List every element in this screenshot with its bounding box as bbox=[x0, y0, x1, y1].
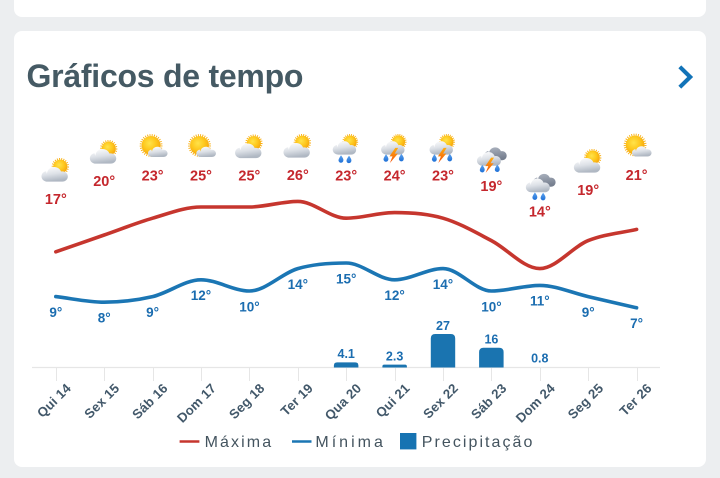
svg-text:14°: 14° bbox=[288, 277, 308, 292]
svg-text:14°: 14° bbox=[433, 277, 453, 292]
svg-text:Qui 21: Qui 21 bbox=[373, 381, 413, 421]
svg-text:Máxima: Máxima bbox=[205, 434, 274, 451]
svg-text:14°: 14° bbox=[529, 205, 551, 221]
svg-text:9°: 9° bbox=[582, 305, 595, 320]
svg-text:19°: 19° bbox=[480, 179, 502, 195]
svg-text:7°: 7° bbox=[630, 316, 643, 331]
svg-text:26°: 26° bbox=[287, 168, 309, 184]
svg-text:21°: 21° bbox=[626, 168, 648, 184]
svg-text:27: 27 bbox=[436, 319, 450, 333]
svg-text:25°: 25° bbox=[190, 169, 212, 185]
svg-text:Qua 20: Qua 20 bbox=[322, 381, 365, 424]
svg-text:Seg 25: Seg 25 bbox=[565, 381, 607, 423]
svg-text:12°: 12° bbox=[191, 288, 211, 303]
svg-text:23°: 23° bbox=[432, 169, 454, 185]
svg-text:19°: 19° bbox=[577, 183, 599, 199]
svg-text:24°: 24° bbox=[384, 169, 406, 185]
svg-text:Ter 19: Ter 19 bbox=[278, 381, 316, 419]
svg-text:Sex 15: Sex 15 bbox=[81, 381, 122, 422]
svg-text:Precipitação: Precipitação bbox=[422, 434, 535, 451]
svg-text:9°: 9° bbox=[146, 305, 159, 320]
svg-text:23°: 23° bbox=[335, 169, 357, 185]
svg-text:Dom 17: Dom 17 bbox=[174, 381, 219, 426]
svg-text:11°: 11° bbox=[530, 294, 550, 309]
svg-text:2.3: 2.3 bbox=[386, 349, 403, 363]
svg-text:17°: 17° bbox=[45, 192, 67, 208]
svg-text:15°: 15° bbox=[336, 271, 356, 286]
svg-text:16: 16 bbox=[484, 333, 498, 347]
svg-text:10°: 10° bbox=[481, 299, 501, 314]
svg-text:8°: 8° bbox=[98, 311, 111, 326]
svg-text:0.8: 0.8 bbox=[531, 351, 548, 365]
svg-text:12°: 12° bbox=[384, 288, 404, 303]
svg-text:Qui 14: Qui 14 bbox=[34, 380, 74, 420]
svg-text:23°: 23° bbox=[142, 169, 164, 185]
svg-text:9°: 9° bbox=[49, 305, 62, 320]
svg-text:4.1: 4.1 bbox=[338, 347, 355, 361]
svg-text:10°: 10° bbox=[239, 299, 259, 314]
svg-text:Dom 24: Dom 24 bbox=[513, 380, 558, 425]
svg-text:Sáb 16: Sáb 16 bbox=[129, 381, 171, 423]
svg-text:25°: 25° bbox=[238, 169, 260, 185]
svg-text:Seg 18: Seg 18 bbox=[226, 381, 268, 423]
svg-text:Ter 26: Ter 26 bbox=[616, 381, 654, 419]
svg-text:Sex 22: Sex 22 bbox=[420, 381, 461, 422]
svg-text:20°: 20° bbox=[93, 174, 115, 190]
svg-text:Sáb 23: Sáb 23 bbox=[468, 381, 510, 423]
svg-text:Mínima: Mínima bbox=[315, 434, 385, 451]
